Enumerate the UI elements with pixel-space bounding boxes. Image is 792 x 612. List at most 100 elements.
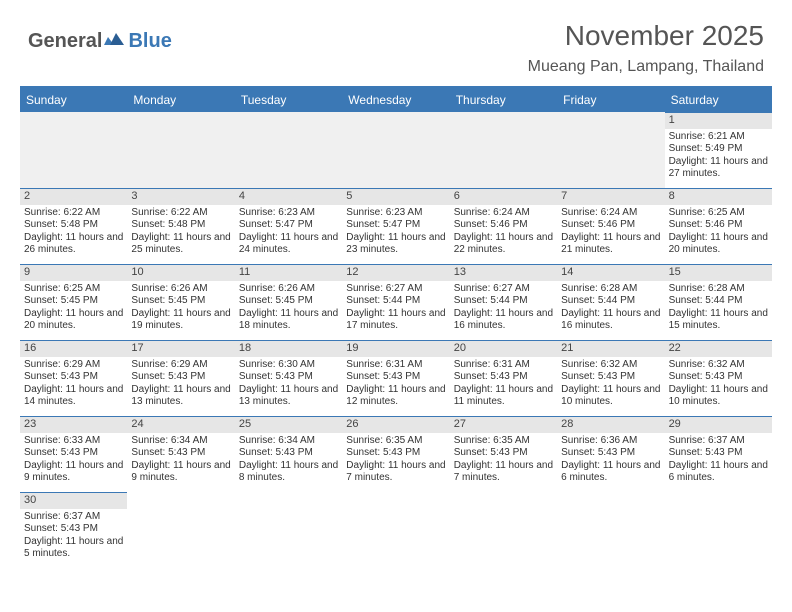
calendar-cell-empty — [342, 112, 449, 188]
sunrise-line: Sunrise: 6:29 AM — [131, 359, 230, 372]
daylight-line: Daylight: 11 hours and 9 minutes. — [131, 460, 230, 485]
day-number: 2 — [20, 189, 127, 205]
day-number: 21 — [557, 341, 664, 357]
month-title: November 2025 — [528, 20, 764, 52]
day-number: 5 — [342, 189, 449, 205]
sunset-line: Sunset: 5:45 PM — [239, 295, 338, 308]
daylight-line: Daylight: 11 hours and 6 minutes. — [669, 460, 768, 485]
sunset-line: Sunset: 5:43 PM — [24, 523, 123, 536]
calendar-cell: 3Sunrise: 6:22 AMSunset: 5:48 PMDaylight… — [127, 188, 234, 264]
day-number: 18 — [235, 341, 342, 357]
daylight-line: Daylight: 11 hours and 8 minutes. — [239, 460, 338, 485]
day-number: 25 — [235, 417, 342, 433]
day-number: 26 — [342, 417, 449, 433]
day-number: 3 — [127, 189, 234, 205]
sunset-line: Sunset: 5:43 PM — [454, 447, 553, 460]
sunset-line: Sunset: 5:47 PM — [346, 219, 445, 232]
day-number: 8 — [665, 189, 772, 205]
header: General Blue November 2025 Mueang Pan, L… — [0, 0, 792, 82]
daylight-line: Daylight: 11 hours and 16 minutes. — [561, 308, 660, 333]
sunset-line: Sunset: 5:44 PM — [561, 295, 660, 308]
logo: General Blue — [28, 30, 172, 53]
daylight-line: Daylight: 11 hours and 16 minutes. — [454, 308, 553, 333]
logo-text-blue: Blue — [128, 30, 171, 53]
daylight-line: Daylight: 11 hours and 5 minutes. — [24, 536, 123, 561]
calendar-cell: 29Sunrise: 6:37 AMSunset: 5:43 PMDayligh… — [665, 416, 772, 492]
weekday-header: Friday — [557, 88, 664, 112]
day-number: 16 — [20, 341, 127, 357]
day-number: 9 — [20, 265, 127, 281]
sunrise-line: Sunrise: 6:26 AM — [239, 283, 338, 296]
sunset-line: Sunset: 5:43 PM — [239, 371, 338, 384]
calendar-cell-empty — [127, 112, 234, 188]
sunset-line: Sunset: 5:43 PM — [239, 447, 338, 460]
daylight-line: Daylight: 11 hours and 27 minutes. — [669, 156, 768, 181]
sunset-line: Sunset: 5:44 PM — [454, 295, 553, 308]
calendar-cell: 9 Sunrise: 6:25 AMSunset: 5:45 PMDaylight… — [20, 264, 127, 340]
day-number: 19 — [342, 341, 449, 357]
sunrise-line: Sunrise: 6:34 AM — [239, 435, 338, 448]
daylight-line: Daylight: 11 hours and 10 minutes. — [561, 384, 660, 409]
day-number: 4 — [235, 189, 342, 205]
sunrise-line: Sunrise: 6:24 AM — [454, 207, 553, 220]
sunset-line: Sunset: 5:45 PM — [24, 295, 123, 308]
sunrise-line: Sunrise: 6:25 AM — [669, 207, 768, 220]
calendar-cell: 30Sunrise: 6:37 AMSunset: 5:43 PMDayligh… — [20, 492, 127, 568]
calendar-cell: 4Sunrise: 6:23 AMSunset: 5:47 PMDaylight… — [235, 188, 342, 264]
day-number: 12 — [342, 265, 449, 281]
sunrise-line: Sunrise: 6:32 AM — [561, 359, 660, 372]
day-number: 11 — [235, 265, 342, 281]
daylight-line: Daylight: 11 hours and 20 minutes. — [24, 308, 123, 333]
sunrise-line: Sunrise: 6:25 AM — [24, 283, 123, 296]
weekday-header: Wednesday — [342, 88, 449, 112]
sunrise-line: Sunrise: 6:35 AM — [346, 435, 445, 448]
daylight-line: Daylight: 11 hours and 9 minutes. — [24, 460, 123, 485]
day-number: 1 — [665, 113, 772, 129]
day-number: 17 — [127, 341, 234, 357]
sunset-line: Sunset: 5:47 PM — [239, 219, 338, 232]
daylight-line: Daylight: 11 hours and 17 minutes. — [346, 308, 445, 333]
daylight-line: Daylight: 11 hours and 19 minutes. — [131, 308, 230, 333]
sunset-line: Sunset: 5:43 PM — [454, 371, 553, 384]
calendar-cell: 2Sunrise: 6:22 AMSunset: 5:48 PMDaylight… — [20, 188, 127, 264]
sunset-line: Sunset: 5:44 PM — [346, 295, 445, 308]
sunset-line: Sunset: 5:46 PM — [561, 219, 660, 232]
sunrise-line: Sunrise: 6:22 AM — [131, 207, 230, 220]
sunrise-line: Sunrise: 6:26 AM — [131, 283, 230, 296]
sunrise-line: Sunrise: 6:37 AM — [669, 435, 768, 448]
sunset-line: Sunset: 5:49 PM — [669, 143, 768, 156]
calendar-cell: 18Sunrise: 6:30 AMSunset: 5:43 PMDayligh… — [235, 340, 342, 416]
sunrise-line: Sunrise: 6:29 AM — [24, 359, 123, 372]
calendar-cell: 16Sunrise: 6:29 AMSunset: 5:43 PMDayligh… — [20, 340, 127, 416]
day-number: 30 — [20, 493, 127, 509]
day-number: 10 — [127, 265, 234, 281]
daylight-line: Daylight: 11 hours and 26 minutes. — [24, 232, 123, 257]
sunset-line: Sunset: 5:43 PM — [346, 371, 445, 384]
daylight-line: Daylight: 11 hours and 6 minutes. — [561, 460, 660, 485]
sunrise-line: Sunrise: 6:30 AM — [239, 359, 338, 372]
calendar-cell-empty — [20, 112, 127, 188]
calendar-cell: 20Sunrise: 6:31 AMSunset: 5:43 PMDayligh… — [450, 340, 557, 416]
sunset-line: Sunset: 5:43 PM — [561, 447, 660, 460]
calendar-cell: 19Sunrise: 6:31 AMSunset: 5:43 PMDayligh… — [342, 340, 449, 416]
sunset-line: Sunset: 5:43 PM — [24, 447, 123, 460]
calendar: Sunday Monday Tuesday Wednesday Thursday… — [20, 86, 772, 568]
daylight-line: Daylight: 11 hours and 13 minutes. — [131, 384, 230, 409]
sunset-line: Sunset: 5:43 PM — [131, 371, 230, 384]
flag-icon — [104, 31, 126, 52]
calendar-cell: 15Sunrise: 6:28 AMSunset: 5:44 PMDayligh… — [665, 264, 772, 340]
daylight-line: Daylight: 11 hours and 25 minutes. — [131, 232, 230, 257]
sunrise-line: Sunrise: 6:23 AM — [239, 207, 338, 220]
logo-text-general: General — [28, 30, 102, 53]
calendar-cell: 7Sunrise: 6:24 AMSunset: 5:46 PMDaylight… — [557, 188, 664, 264]
calendar-cell: 8Sunrise: 6:25 AMSunset: 5:46 PMDaylight… — [665, 188, 772, 264]
day-number: 14 — [557, 265, 664, 281]
daylight-line: Daylight: 11 hours and 10 minutes. — [669, 384, 768, 409]
weekday-header: Thursday — [450, 88, 557, 112]
sunrise-line: Sunrise: 6:27 AM — [454, 283, 553, 296]
sunrise-line: Sunrise: 6:31 AM — [454, 359, 553, 372]
day-number: 13 — [450, 265, 557, 281]
day-number: 22 — [665, 341, 772, 357]
day-number: 20 — [450, 341, 557, 357]
calendar-cell: 1Sunrise: 6:21 AMSunset: 5:49 PMDaylight… — [665, 112, 772, 188]
